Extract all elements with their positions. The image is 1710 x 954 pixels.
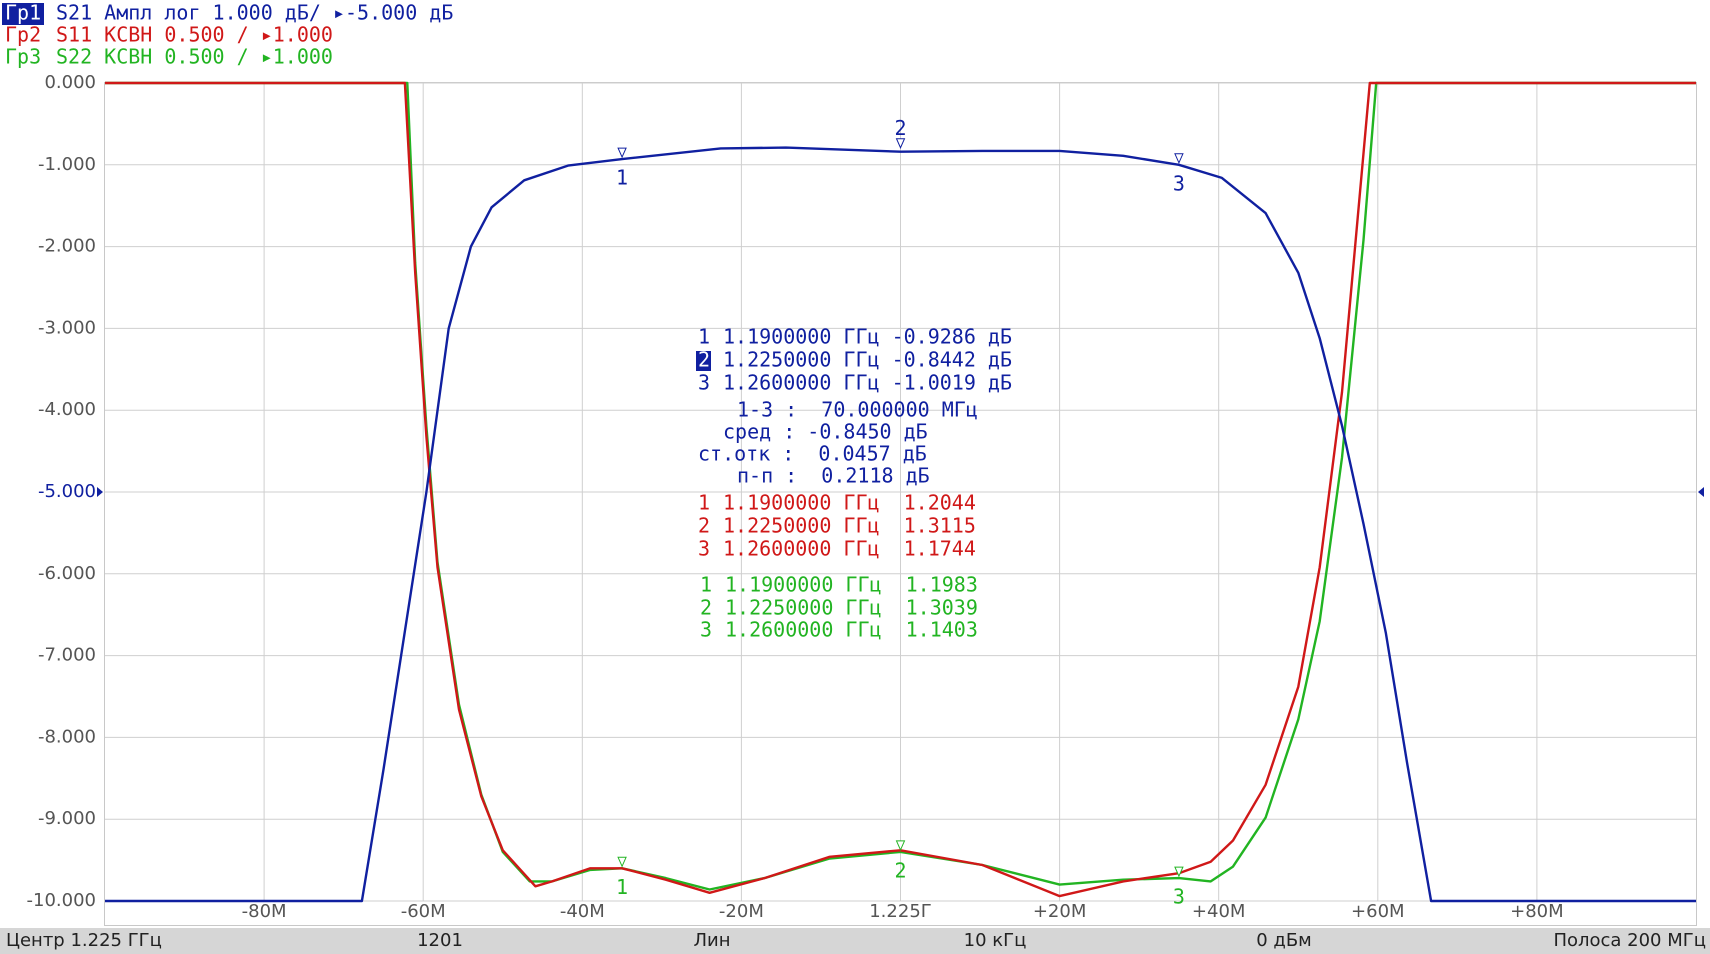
trace-id: Гр3 [5,45,41,69]
readout-stat: ст.отк : 0.0457 дБ [698,442,927,466]
active-trace-badge [2,3,44,25]
x-tick-label: -60M [401,901,446,922]
x-tick-label: +60M [1351,901,1405,922]
readout-value: 1.1900000 ГГц 1.2044 [723,491,976,515]
readout-marker: 2 [700,596,712,620]
y-tick-label: -9.000 [38,808,96,829]
readout-stat: сред : -0.8450 дБ [723,420,928,444]
y-tick-label: -3.000 [38,317,96,338]
status-bar [0,928,1710,954]
status-field: 10 кГц [964,930,1027,951]
y-tick-label: -4.000 [38,399,96,420]
marker-label: 1 [616,875,628,899]
marker-triangle [1174,153,1184,165]
readout-value: 1.2250000 ГГц 1.3039 [725,596,978,620]
readout-value: 1.2600000 ГГц -1.0019 дБ [723,371,1012,395]
readout-value: 1.2250000 ГГц -0.8442 дБ [723,348,1012,372]
readout-value: 1.2600000 ГГц 1.1744 [723,537,976,561]
marker-label: 2 [894,858,906,882]
y-tick-label: -8.000 [38,726,96,747]
trace-id: Гр1 [5,1,41,25]
marker-label: 3 [1173,885,1185,909]
x-tick-label: +20M [1033,901,1087,922]
readout-marker: 1 [698,325,710,349]
readout-stat: п-п : 0.2118 дБ [737,464,930,488]
status-field: 1201 [417,930,463,951]
marker-triangle [617,147,627,159]
readout-marker: 2 [698,348,710,372]
readout-stat: 1-3 : 70.000000 МГц [737,398,978,422]
x-tick-label: -40M [560,901,605,922]
status-field: 0 дБм [1256,930,1312,951]
y-tick-label: -5.000 [38,481,96,502]
status-field: Центр 1.225 ГГц [6,930,162,951]
readout-value: 1.1900000 ГГц -0.9286 дБ [723,325,1012,349]
marker-label: 1 [616,166,628,190]
status-field: Полоса 200 МГц [1553,930,1706,951]
marker-triangle [895,138,906,149]
x-tick-label: +40M [1192,901,1246,922]
status-field: Лин [693,930,730,951]
y-tick-label: -7.000 [38,645,96,666]
marker-label: 3 [1173,171,1185,195]
marker-label: 2 [894,116,906,140]
marker-triangle [895,840,906,852]
reference-arrow [97,487,103,497]
readout-value: 1.1900000 ГГц 1.1983 [725,573,978,597]
trace-header: S22 КСВН 0.500 / ▸1.000 [56,45,333,69]
trace-line [105,81,1696,898]
y-tick-label: -6.000 [38,563,96,584]
trace-id: Гр2 [5,23,41,47]
trace-line [105,146,1696,903]
reference-arrow [1698,487,1704,497]
x-tick-label: -80M [242,901,287,922]
readout-marker: 2 [698,514,710,538]
readout-marker: 1 [700,573,712,597]
readout-value: 1.2250000 ГГц 1.3115 [723,514,976,538]
readout-marker: 3 [698,371,710,395]
readout-marker: 3 [698,537,710,561]
y-tick-label: -2.000 [38,236,96,257]
readout-marker: 3 [700,618,712,642]
x-tick-label: +80M [1510,901,1564,922]
y-tick-label: -1.000 [38,154,96,175]
readout-value: 1.2600000 ГГц 1.1403 [725,618,978,642]
readout-marker: 1 [698,491,710,515]
marker-triangle [1174,866,1184,878]
y-tick-label: 0.000 [44,72,96,93]
active-marker-box [696,351,711,371]
y-tick-label: -10.000 [27,890,96,911]
trace-header: S21 Ампл лог 1.000 дБ/ ▸-5.000 дБ [56,1,453,25]
marker-triangle [617,856,627,868]
x-tick-label: 1.225Г [869,901,932,922]
trace-header: S11 КСВН 0.500 / ▸1.000 [56,23,333,47]
x-tick-label: -20M [719,901,764,922]
